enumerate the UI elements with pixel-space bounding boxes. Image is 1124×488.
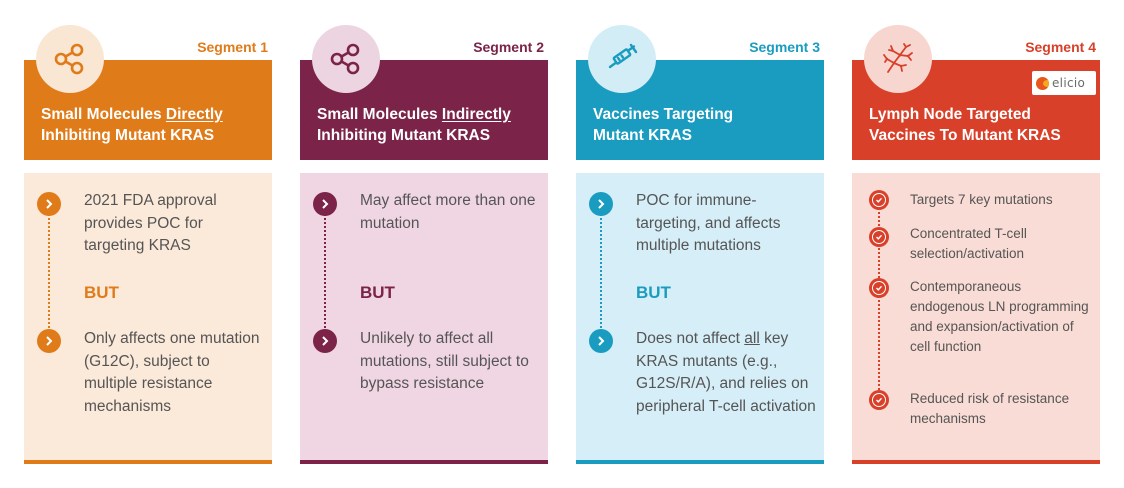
connector-line	[48, 203, 50, 343]
segment-3-bullet-1: POC for immune-targeting, and affects mu…	[636, 192, 781, 254]
segment-1-bullet-2: Only affects one mutation (G12C), subjec…	[84, 330, 260, 415]
syringe-icon	[608, 43, 638, 69]
segment-3-title-line1: Vaccines Targeting	[593, 106, 734, 123]
elicio-logo-text: elicio	[1052, 76, 1086, 90]
segment-4-icon-badge	[864, 25, 932, 93]
check-icon	[869, 227, 889, 247]
segment-1-body: 2021 FDA approval provides POC for targe…	[24, 173, 272, 460]
segment-3-bottom-bar	[576, 460, 824, 464]
segment-2-title-emphasis: Indirectly	[441, 106, 511, 123]
connector-line	[324, 203, 326, 343]
segment-2-bullet-1: May affect more than one mutation	[360, 192, 536, 232]
segment-4-check-4: Reduced risk of resistance mechanisms	[910, 391, 1070, 426]
segment-1-title-line1: Small Molecules Directly	[41, 104, 260, 125]
bullet-chevron-icon	[313, 329, 337, 353]
bullet-chevron-icon	[37, 192, 61, 216]
elicio-logo-icon	[1036, 76, 1049, 90]
segment-1-icon-badge	[36, 25, 104, 93]
segment-4-title-line1: Lymph Node Targeted	[869, 106, 1031, 123]
segment-2-title-line1: Small Molecules Indirectly	[317, 104, 536, 125]
segment-4-title-line2: Vaccines To Mutant KRAS	[869, 127, 1061, 144]
segment-4-label: Segment 4	[1025, 39, 1096, 55]
segment-2-bullet-2: Unlikely to affect all mutations, still …	[360, 330, 529, 392]
segment-4-check-1: Targets 7 key mutations	[910, 192, 1053, 207]
segment-2-icon-badge	[312, 25, 380, 93]
lymph-node-icon	[883, 43, 913, 73]
connector-line	[600, 203, 602, 343]
segment-4-check-3: Contemporaneous endogenous LN programmin…	[910, 279, 1089, 354]
bullet-chevron-icon	[313, 192, 337, 216]
bullet-chevron-icon	[589, 192, 613, 216]
segment-1-title-emphasis: Directly	[165, 106, 223, 123]
segment-1: Segment 1 Small Molecules Directly Inhib…	[24, 20, 272, 464]
segment-3-but: BUT	[636, 283, 671, 302]
segment-2-label: Segment 2	[473, 39, 544, 55]
connector-line	[878, 201, 880, 401]
segment-2-header: Small Molecules Indirectly Inhibiting Mu…	[300, 60, 548, 160]
molecule-icon	[330, 43, 360, 75]
segment-2-title-line2: Inhibiting Mutant KRAS	[317, 127, 491, 144]
bullet-chevron-icon	[589, 329, 613, 353]
segment-3: Segment 3 Vaccines Targeting Mutant KRAS	[576, 20, 824, 464]
segment-3-bullet-2-suffix: key KRAS mutants (e.g., G12S/R/A), and r…	[636, 330, 816, 415]
segment-4-bottom-bar	[852, 460, 1100, 464]
segment-3-icon-badge	[588, 25, 656, 93]
segment-2-but: BUT	[360, 283, 395, 302]
check-icon	[869, 390, 889, 410]
segment-1-title-line2: Inhibiting Mutant KRAS	[41, 127, 215, 144]
segment-1-bullet-1: 2021 FDA approval provides POC for targe…	[84, 192, 217, 254]
elicio-logo: elicio	[1032, 71, 1096, 95]
segment-2-body: May affect more than one mutation BUT Un…	[300, 173, 548, 460]
bullet-chevron-icon	[37, 329, 61, 353]
segment-1-but: BUT	[84, 283, 119, 302]
molecule-icon	[54, 43, 84, 75]
segment-1-bottom-bar	[24, 460, 272, 464]
segment-2: Segment 2 Small Molecules Indirectly Inh…	[300, 20, 548, 464]
segment-3-title-line2: Mutant KRAS	[593, 127, 693, 144]
segment-2-title-prefix: Small Molecules	[317, 106, 442, 123]
segment-3-body: POC for immune-targeting, and affects mu…	[576, 173, 824, 460]
segment-4: Segment 4	[852, 20, 1100, 464]
segment-3-bullet-2-prefix: Does not affect	[636, 330, 745, 347]
check-icon	[869, 190, 889, 210]
segment-4-check-2: Concentrated T-cell selection/activation	[910, 226, 1027, 261]
segment-1-label: Segment 1	[197, 39, 268, 55]
check-icon	[869, 278, 889, 298]
segment-3-bullet-2: Does not affect all key KRAS mutants (e.…	[636, 328, 818, 418]
segment-3-bullet-2-emphasis: all	[744, 330, 760, 347]
segment-2-bottom-bar	[300, 460, 548, 464]
segment-1-title-prefix: Small Molecules	[41, 106, 166, 123]
segment-4-body: Targets 7 key mutations Concentrated T-c…	[852, 173, 1100, 460]
segment-3-label: Segment 3	[749, 39, 820, 55]
